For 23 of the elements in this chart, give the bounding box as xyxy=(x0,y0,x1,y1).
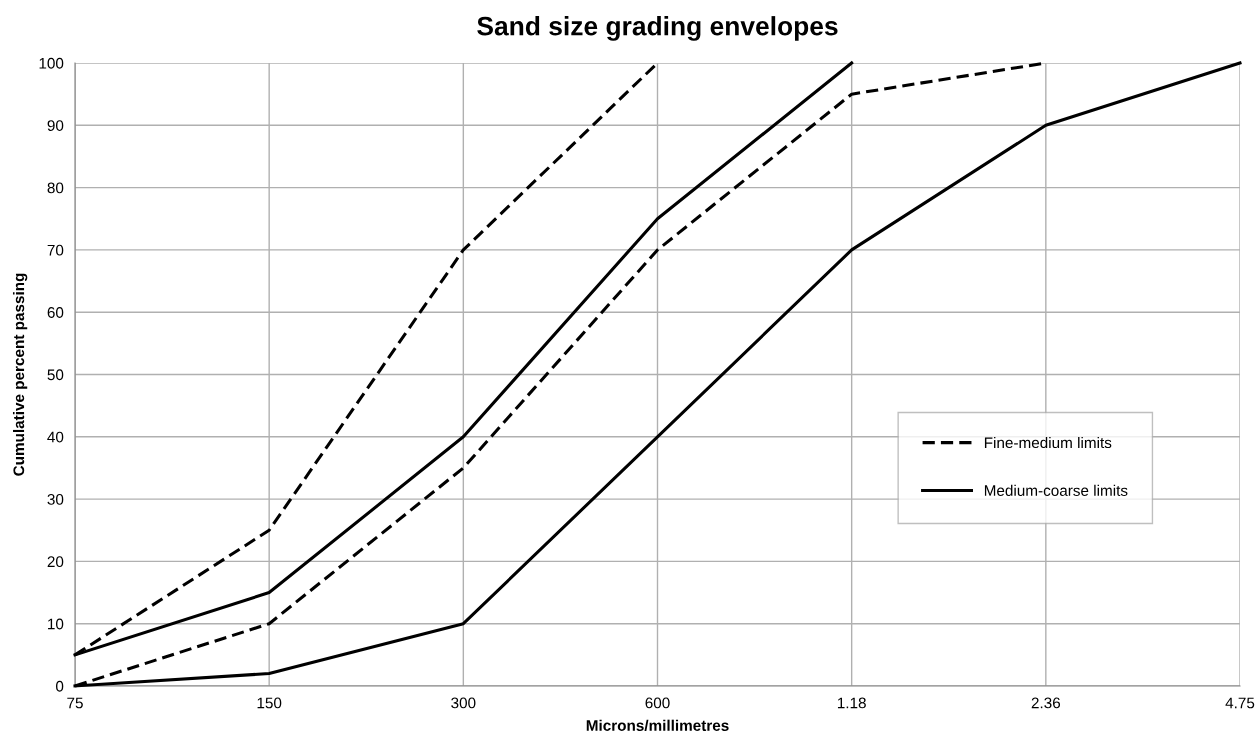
x-tick-label: 300 xyxy=(451,697,476,709)
x-tick-label: 150 xyxy=(257,697,282,709)
y-tick-label: 60 xyxy=(47,307,64,318)
x-tick-label: 4.75 xyxy=(1225,697,1255,709)
y-tick-label: 40 xyxy=(47,431,64,443)
y-tick-label: 50 xyxy=(47,369,64,381)
x-tick-label: 600 xyxy=(645,697,670,709)
y-tick-label: 90 xyxy=(47,120,64,131)
y-tick-label: 0 xyxy=(55,680,64,692)
legend-label: Fine-medium limits xyxy=(984,436,1112,449)
legend-label: Medium-coarse limits xyxy=(984,484,1128,496)
y-tick-label: 70 xyxy=(47,244,64,256)
x-tick-label: 75 xyxy=(67,697,83,709)
y-tick-label: 10 xyxy=(48,618,64,630)
chart-title: Sand size grading envelopes xyxy=(477,16,838,41)
y-tick-label: 20 xyxy=(47,556,64,568)
x-tick-label: 2.36 xyxy=(1031,697,1061,709)
y-tick-label: 100 xyxy=(39,57,64,69)
x-tick-label: 1.18 xyxy=(837,697,866,709)
y-tick-label: 30 xyxy=(47,493,64,505)
y-tick-label: 80 xyxy=(47,182,64,194)
y-axis-title: Cumulative percent passing xyxy=(12,273,28,476)
x-axis-title: Microns/millimetres xyxy=(586,719,729,732)
